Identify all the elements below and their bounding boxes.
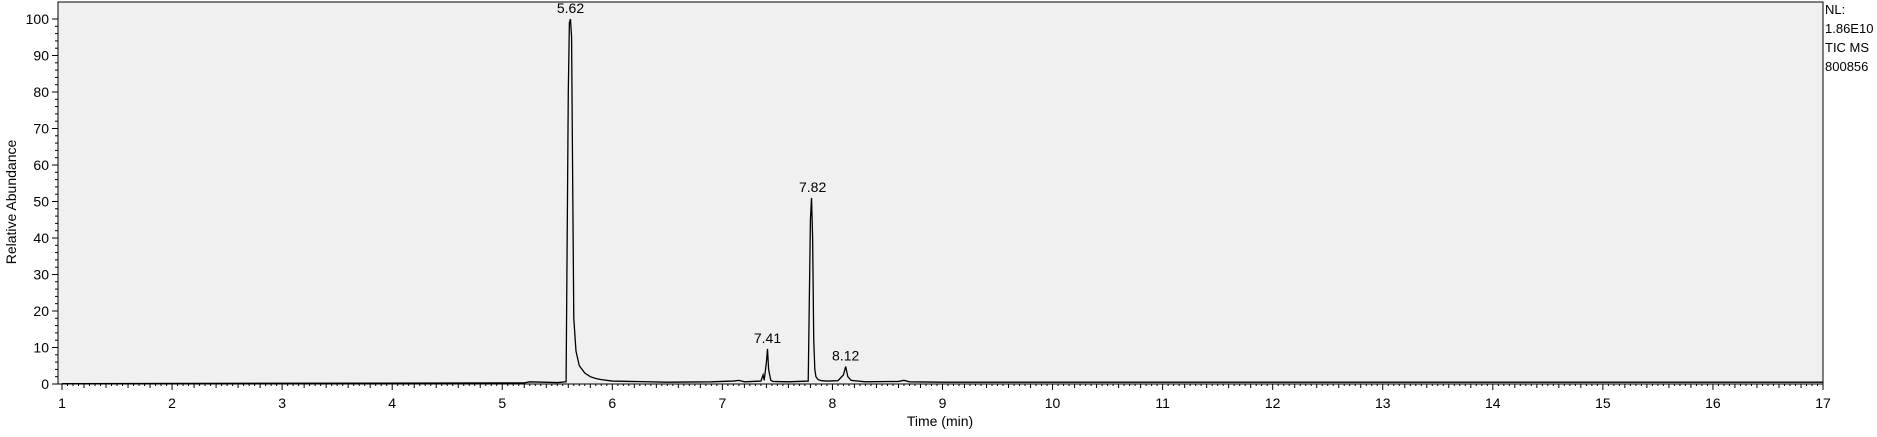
x-tick-label: 8 (829, 395, 837, 411)
peak-label: 7.41 (754, 330, 781, 346)
y-axis-title: Relative Abundance (3, 140, 19, 265)
y-tick-label: 40 (33, 230, 49, 246)
x-tick-label: 15 (1595, 395, 1611, 411)
x-tick-label: 6 (608, 395, 616, 411)
x-tick-label: 5 (498, 395, 506, 411)
y-tick-label: 60 (33, 157, 49, 173)
plot-area (57, 1, 1824, 385)
x-tick-label: 2 (168, 395, 176, 411)
x-tick-label: 12 (1265, 395, 1281, 411)
x-tick-label: 9 (939, 395, 947, 411)
y-tick-label: 0 (41, 376, 49, 392)
peak-labels: 5.62 7.41 7.82 8.12 (557, 0, 860, 363)
y-tick-label: 20 (33, 303, 49, 319)
x-tick-label: 14 (1485, 395, 1501, 411)
y-tick-label: 50 (33, 194, 49, 210)
peak-label: 7.82 (799, 179, 826, 195)
x-tick-label: 7 (718, 395, 726, 411)
x-tick-label: 3 (278, 395, 286, 411)
y-tick-label: 30 (33, 267, 49, 283)
x-tick-label: 4 (388, 395, 396, 411)
x-tick-label: 11 (1155, 395, 1170, 411)
y-tick-label: 10 (33, 340, 49, 356)
info-block: NL: 1.86E10 TIC MS 800856 (1825, 2, 1873, 74)
x-axis: 1 2 3 4 5 6 7 8 9 10 11 12 13 14 15 16 17 (58, 384, 1831, 411)
x-tick-label: 1 (58, 395, 66, 411)
x-tick-label: 13 (1375, 395, 1391, 411)
x-tick-label: 17 (1815, 395, 1831, 411)
peak-label: 5.62 (557, 0, 584, 16)
info-line: TIC MS (1825, 40, 1869, 55)
info-line: 800856 (1825, 59, 1868, 74)
y-tick-label: 100 (26, 11, 50, 27)
tic-trace (61, 18, 1823, 385)
y-tick-label: 90 (33, 48, 49, 64)
x-tick-label: 16 (1705, 395, 1721, 411)
x-tick-label: 10 (1045, 395, 1061, 411)
y-tick-label: 70 (33, 121, 49, 137)
y-axis: 0 10 20 30 40 50 60 70 80 90 100 (26, 11, 58, 392)
y-tick-label: 80 (33, 84, 49, 100)
x-axis-title: Time (min) (907, 413, 973, 429)
info-line: 1.86E10 (1825, 21, 1873, 36)
info-line: NL: (1825, 2, 1845, 17)
peak-label: 8.12 (832, 347, 859, 363)
